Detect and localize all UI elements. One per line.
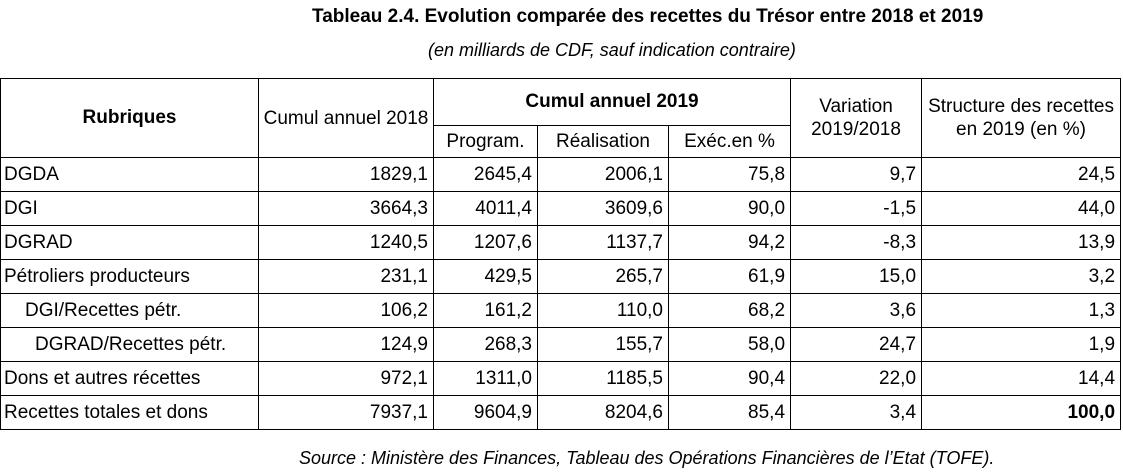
- cell-variation: -1,5: [790, 191, 923, 226]
- table-row: Pétroliers producteurs 231,1 429,5 265,7…: [0, 259, 1122, 294]
- table-row: DGDA 1829,1 2645,4 2006,1 75,8 9,7 24,5: [0, 157, 1122, 192]
- row-label: DGI/Recettes pétr.: [0, 293, 259, 328]
- cell-realisation: 8204,6: [537, 395, 669, 430]
- header-structure: Structure des recettes en 2019 (en %): [921, 78, 1122, 158]
- cell-structure: 14,4: [921, 361, 1122, 396]
- cell-realisation: 2006,1: [537, 157, 669, 192]
- cell-program: 429,5: [433, 259, 538, 294]
- cell-realisation: 155,7: [537, 327, 669, 362]
- header-variation: Variation 2019/2018: [790, 78, 923, 158]
- cell-structure: 3,2: [921, 259, 1122, 294]
- table-title: Tableau 2.4. Evolution comparée des rece…: [312, 6, 984, 27]
- cell-program: 268,3: [433, 327, 538, 362]
- table-row: DGI 3664,3 4011,4 3609,6 90,0 -1,5 44,0: [0, 191, 1122, 226]
- table-subtitle: (en milliards de CDF, sauf indication co…: [428, 40, 796, 60]
- cell-exec: 94,2: [667, 225, 792, 260]
- cell-cumul-2018: 106,2: [258, 293, 434, 328]
- header-cumul-2018: Cumul annuel 2018: [258, 78, 434, 158]
- cell-structure: 24,5: [921, 157, 1122, 192]
- cell-cumul-2018: 3664,3: [258, 191, 434, 226]
- header-realisation: Réalisation: [537, 125, 669, 158]
- cell-exec: 75,8: [667, 157, 792, 192]
- cell-program: 2645,4: [433, 157, 538, 192]
- cell-structure: 13,9: [921, 225, 1122, 260]
- cell-realisation: 265,7: [537, 259, 669, 294]
- cell-exec: 85,4: [667, 395, 792, 430]
- cell-variation: 3,4: [790, 395, 923, 430]
- cell-exec: 68,2: [667, 293, 792, 328]
- header-program: Program.: [433, 125, 538, 158]
- table-row: DGI/Recettes pétr. 106,2 161,2 110,0 68,…: [0, 293, 1122, 328]
- table-row: Dons et autres récettes 972,1 1311,0 118…: [0, 361, 1122, 396]
- cell-program: 161,2: [433, 293, 538, 328]
- row-label: DGRAD: [0, 225, 259, 260]
- cell-realisation: 1185,5: [537, 361, 669, 396]
- cell-cumul-2018: 972,1: [258, 361, 434, 396]
- cell-variation: 9,7: [790, 157, 923, 192]
- cell-variation: 24,7: [790, 327, 923, 362]
- cell-structure: 1,9: [921, 327, 1122, 362]
- cell-structure: 44,0: [921, 191, 1122, 226]
- cell-variation: -8,3: [790, 225, 923, 260]
- total-row: Recettes totales et dons 7937,1 9604,9 8…: [0, 395, 1122, 430]
- header-cumul-2019: Cumul annuel 2019: [432, 78, 792, 126]
- table-row: DGRAD/Recettes pétr. 124,9 268,3 155,7 5…: [0, 327, 1122, 362]
- row-label: Recettes totales et dons: [0, 395, 259, 430]
- cell-variation: 3,6: [790, 293, 923, 328]
- row-label: Pétroliers producteurs: [0, 259, 259, 294]
- table-row: DGRAD 1240,5 1207,6 1137,7 94,2 -8,3 13,…: [0, 225, 1122, 260]
- cell-cumul-2018: 231,1: [258, 259, 434, 294]
- cell-cumul-2018: 1240,5: [258, 225, 434, 260]
- cell-variation: 22,0: [790, 361, 923, 396]
- cell-structure-total: 100,0: [921, 395, 1122, 430]
- cell-exec: 61,9: [667, 259, 792, 294]
- cell-program: 4011,4: [433, 191, 538, 226]
- row-label: Dons et autres récettes: [0, 361, 259, 396]
- row-label: DGI: [0, 191, 259, 226]
- cell-exec: 90,4: [667, 361, 792, 396]
- cell-cumul-2018: 1829,1: [258, 157, 434, 192]
- cell-cumul-2018: 124,9: [258, 327, 434, 362]
- cell-program: 9604,9: [433, 395, 538, 430]
- cell-realisation: 3609,6: [537, 191, 669, 226]
- cell-realisation: 1137,7: [537, 225, 669, 260]
- source-note: Source : Ministère des Finances, Tableau…: [299, 448, 995, 468]
- revenue-table: Rubriques Cumul annuel 2018 Cumul annuel…: [0, 78, 1122, 430]
- cell-exec: 58,0: [667, 327, 792, 362]
- row-label: DGRAD/Recettes pétr.: [0, 327, 259, 362]
- header-exec: Exéc.en %: [667, 125, 792, 158]
- cell-program: 1207,6: [433, 225, 538, 260]
- cell-realisation: 110,0: [537, 293, 669, 328]
- cell-variation: 15,0: [790, 259, 923, 294]
- cell-structure: 1,3: [921, 293, 1122, 328]
- cell-cumul-2018: 7937,1: [258, 395, 434, 430]
- header-rubriques: Rubriques: [0, 78, 259, 158]
- row-label: DGDA: [0, 157, 259, 192]
- cell-program: 1311,0: [433, 361, 538, 396]
- cell-exec: 90,0: [667, 191, 792, 226]
